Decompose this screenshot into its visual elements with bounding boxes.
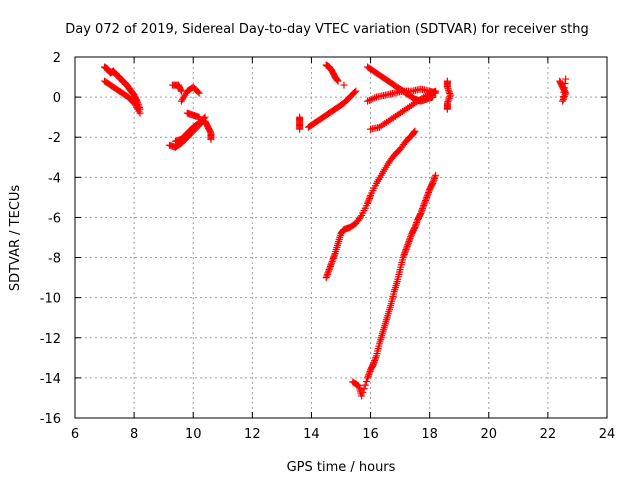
y-tick-label: -8	[48, 252, 61, 267]
x-axis-label: GPS time / hours	[287, 460, 396, 475]
data-point-track-19	[361, 381, 369, 389]
y-tick-label: -10	[40, 292, 61, 307]
plot-frame	[74, 56, 608, 419]
data-point-track-5	[195, 113, 203, 121]
x-tick-label: 20	[481, 427, 498, 442]
data-point-track-8	[207, 135, 215, 143]
data-point-track-9	[296, 125, 304, 133]
data-point-track-3	[177, 87, 185, 95]
y-axis-label: SDTVAR / TECUs	[8, 185, 23, 292]
x-tick-label: 14	[303, 427, 320, 442]
data-point-track-4	[195, 89, 203, 97]
grid-lines	[75, 57, 607, 418]
data-point-track-4	[194, 88, 202, 96]
data-point-track-19	[358, 392, 366, 400]
y-tick-label: -14	[40, 372, 61, 387]
data-point-track-19	[432, 171, 440, 179]
data-point-track-15	[432, 87, 440, 95]
data-point-track-19	[362, 377, 370, 385]
y-tick-label: -12	[40, 332, 61, 347]
x-tick-label: 24	[599, 427, 616, 442]
y-tick-label: -16	[40, 412, 61, 427]
x-tick-label: 10	[185, 427, 202, 442]
data-point-track-19	[359, 388, 367, 396]
x-tick-label: 8	[130, 427, 138, 442]
data-point-track-16	[443, 105, 451, 113]
data-point-track-19	[360, 385, 368, 393]
x-tick-label: 18	[421, 427, 438, 442]
data-point-track-18	[357, 213, 365, 221]
data-point-track-2	[136, 109, 144, 117]
y-tick-label: -4	[48, 171, 61, 186]
data-point-track-18	[411, 127, 419, 135]
data-point-track-11	[334, 77, 342, 85]
data-points	[101, 61, 570, 400]
y-tick-label: 0	[53, 91, 61, 106]
x-tick-label: 22	[540, 427, 557, 442]
data-point-track-17	[562, 75, 570, 83]
x-tick-label: 12	[244, 427, 261, 442]
x-tick-label: 6	[71, 427, 79, 442]
y-tick-label: 2	[53, 51, 61, 66]
data-point-track-12	[340, 81, 348, 89]
x-tick-label: 16	[362, 427, 379, 442]
y-tick-label: -2	[48, 131, 61, 146]
data-point-track-10	[351, 88, 359, 96]
y-tick-label: -6	[48, 211, 61, 226]
data-point-track-10	[352, 87, 360, 95]
chart-title: Day 072 of 2019, Sidereal Day-to-day VTE…	[65, 22, 589, 37]
